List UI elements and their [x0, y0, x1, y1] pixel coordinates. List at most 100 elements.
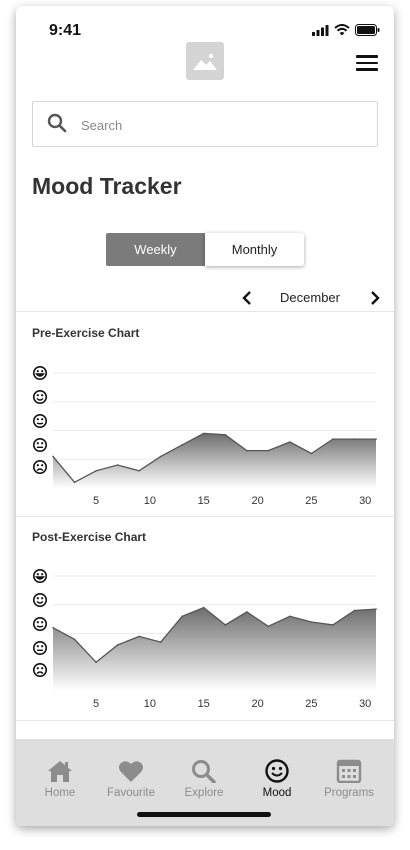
calendar-icon: [336, 759, 362, 783]
image-icon: [193, 53, 217, 70]
data-point: [332, 624, 334, 626]
pre-exercise-chart-title: Pre-Exercise Chart: [32, 326, 140, 340]
chevron-right-icon[interactable]: [368, 290, 382, 306]
data-point: [95, 470, 97, 472]
x-tick-label: 30: [359, 698, 371, 710]
status-bar: 9:41: [16, 6, 394, 50]
chevron-left-icon[interactable]: [240, 290, 254, 306]
data-point: [310, 621, 313, 623]
section-divider: [16, 720, 394, 721]
data-point: [116, 644, 119, 646]
tab-explore[interactable]: Explore: [172, 759, 236, 799]
section-divider: [16, 516, 394, 517]
happy-face-icon: [32, 389, 47, 404]
x-tick-label: 25: [305, 495, 317, 507]
tab-programs[interactable]: Programs: [317, 759, 381, 799]
home-icon: [48, 761, 72, 782]
series-area: [53, 433, 376, 488]
data-point: [52, 455, 54, 458]
sad-face-icon: [32, 460, 47, 475]
data-point: [353, 609, 356, 612]
data-point: [73, 638, 76, 641]
data-point: [159, 641, 162, 643]
tab-label: Explore: [184, 787, 224, 799]
tab-label: Favourite: [107, 787, 155, 799]
menu-line: [356, 61, 378, 64]
home-indicator: [137, 812, 271, 817]
wifi-icon: [334, 24, 350, 36]
neutral-face-icon: [32, 641, 47, 656]
post-exercise-chart: 5 10 15 20 25 30: [32, 569, 377, 710]
x-tick-label: 10: [144, 495, 156, 507]
data-point: [52, 626, 54, 629]
tab-label: Home: [44, 787, 76, 799]
section-divider: [16, 311, 394, 312]
weekly-tab-button[interactable]: Weekly: [106, 233, 205, 266]
series-line: [52, 606, 377, 664]
sad-face-icon: [32, 663, 47, 678]
search-input[interactable]: [79, 102, 363, 148]
data-point: [289, 441, 291, 443]
data-point: [332, 438, 334, 440]
data-point: [73, 481, 76, 484]
phone-screen: 9:41: [16, 6, 394, 826]
x-tick-label: 10: [144, 698, 156, 710]
data-point: [375, 438, 377, 440]
monthly-tab-button[interactable]: Monthly: [205, 233, 304, 266]
data-point: [267, 449, 270, 452]
data-point: [310, 452, 313, 455]
hamburger-menu-icon[interactable]: [356, 55, 378, 71]
very-happy-face-icon: [32, 366, 47, 380]
menu-line: [356, 55, 378, 58]
series-line: [52, 432, 376, 484]
app-logo-placeholder: [186, 42, 224, 80]
data-point: [138, 635, 140, 638]
happy-face-icon: [32, 592, 47, 607]
x-tick-label: 25: [305, 698, 317, 710]
search-icon: [192, 760, 216, 783]
search-bar[interactable]: [32, 101, 378, 148]
data-point: [202, 606, 205, 609]
data-point: [138, 470, 140, 472]
battery-icon: [355, 24, 380, 36]
data-point: [289, 615, 291, 618]
series-area: [53, 607, 376, 691]
menu-line: [356, 68, 378, 71]
data-point: [246, 449, 248, 452]
data-point: [159, 455, 162, 458]
data-point: [116, 464, 119, 466]
heart-icon: [119, 761, 143, 782]
data-point: [246, 611, 248, 613]
pre-exercise-chart: 5 10 15 20 25 30: [32, 366, 377, 507]
tab-home[interactable]: Home: [28, 759, 92, 799]
tab-mood[interactable]: Mood: [245, 759, 309, 799]
data-point: [202, 432, 205, 435]
post-exercise-chart-title: Post-Exercise Chart: [32, 530, 147, 544]
search-icon: [47, 113, 67, 133]
x-tick-label: 20: [251, 698, 263, 710]
neutral-face-icon: [32, 438, 47, 453]
data-point: [224, 434, 227, 436]
data-point: [224, 624, 227, 626]
x-tick-label: 5: [93, 495, 99, 507]
signal-icon: [312, 24, 329, 36]
smiley-icon: [265, 759, 289, 783]
neutral-happy-face-icon: [32, 616, 47, 631]
data-point: [181, 615, 183, 618]
month-label: December: [280, 290, 340, 305]
data-point: [375, 608, 377, 610]
very-happy-face-icon: [32, 569, 47, 583]
x-tick-label: 15: [198, 495, 210, 507]
x-tick-label: 30: [359, 495, 371, 507]
view-toggle: Weekly Monthly: [106, 233, 304, 266]
tab-label: Mood: [262, 787, 292, 799]
tab-label: Programs: [324, 787, 374, 799]
tab-favourite[interactable]: Favourite: [99, 759, 163, 799]
status-icons: [312, 24, 380, 36]
data-point: [267, 625, 270, 628]
neutral-happy-face-icon: [32, 413, 47, 428]
month-navigator: December: [236, 288, 382, 308]
page-title: Mood Tracker: [32, 173, 182, 199]
status-time: 9:41: [49, 22, 82, 39]
data-point: [353, 438, 356, 440]
